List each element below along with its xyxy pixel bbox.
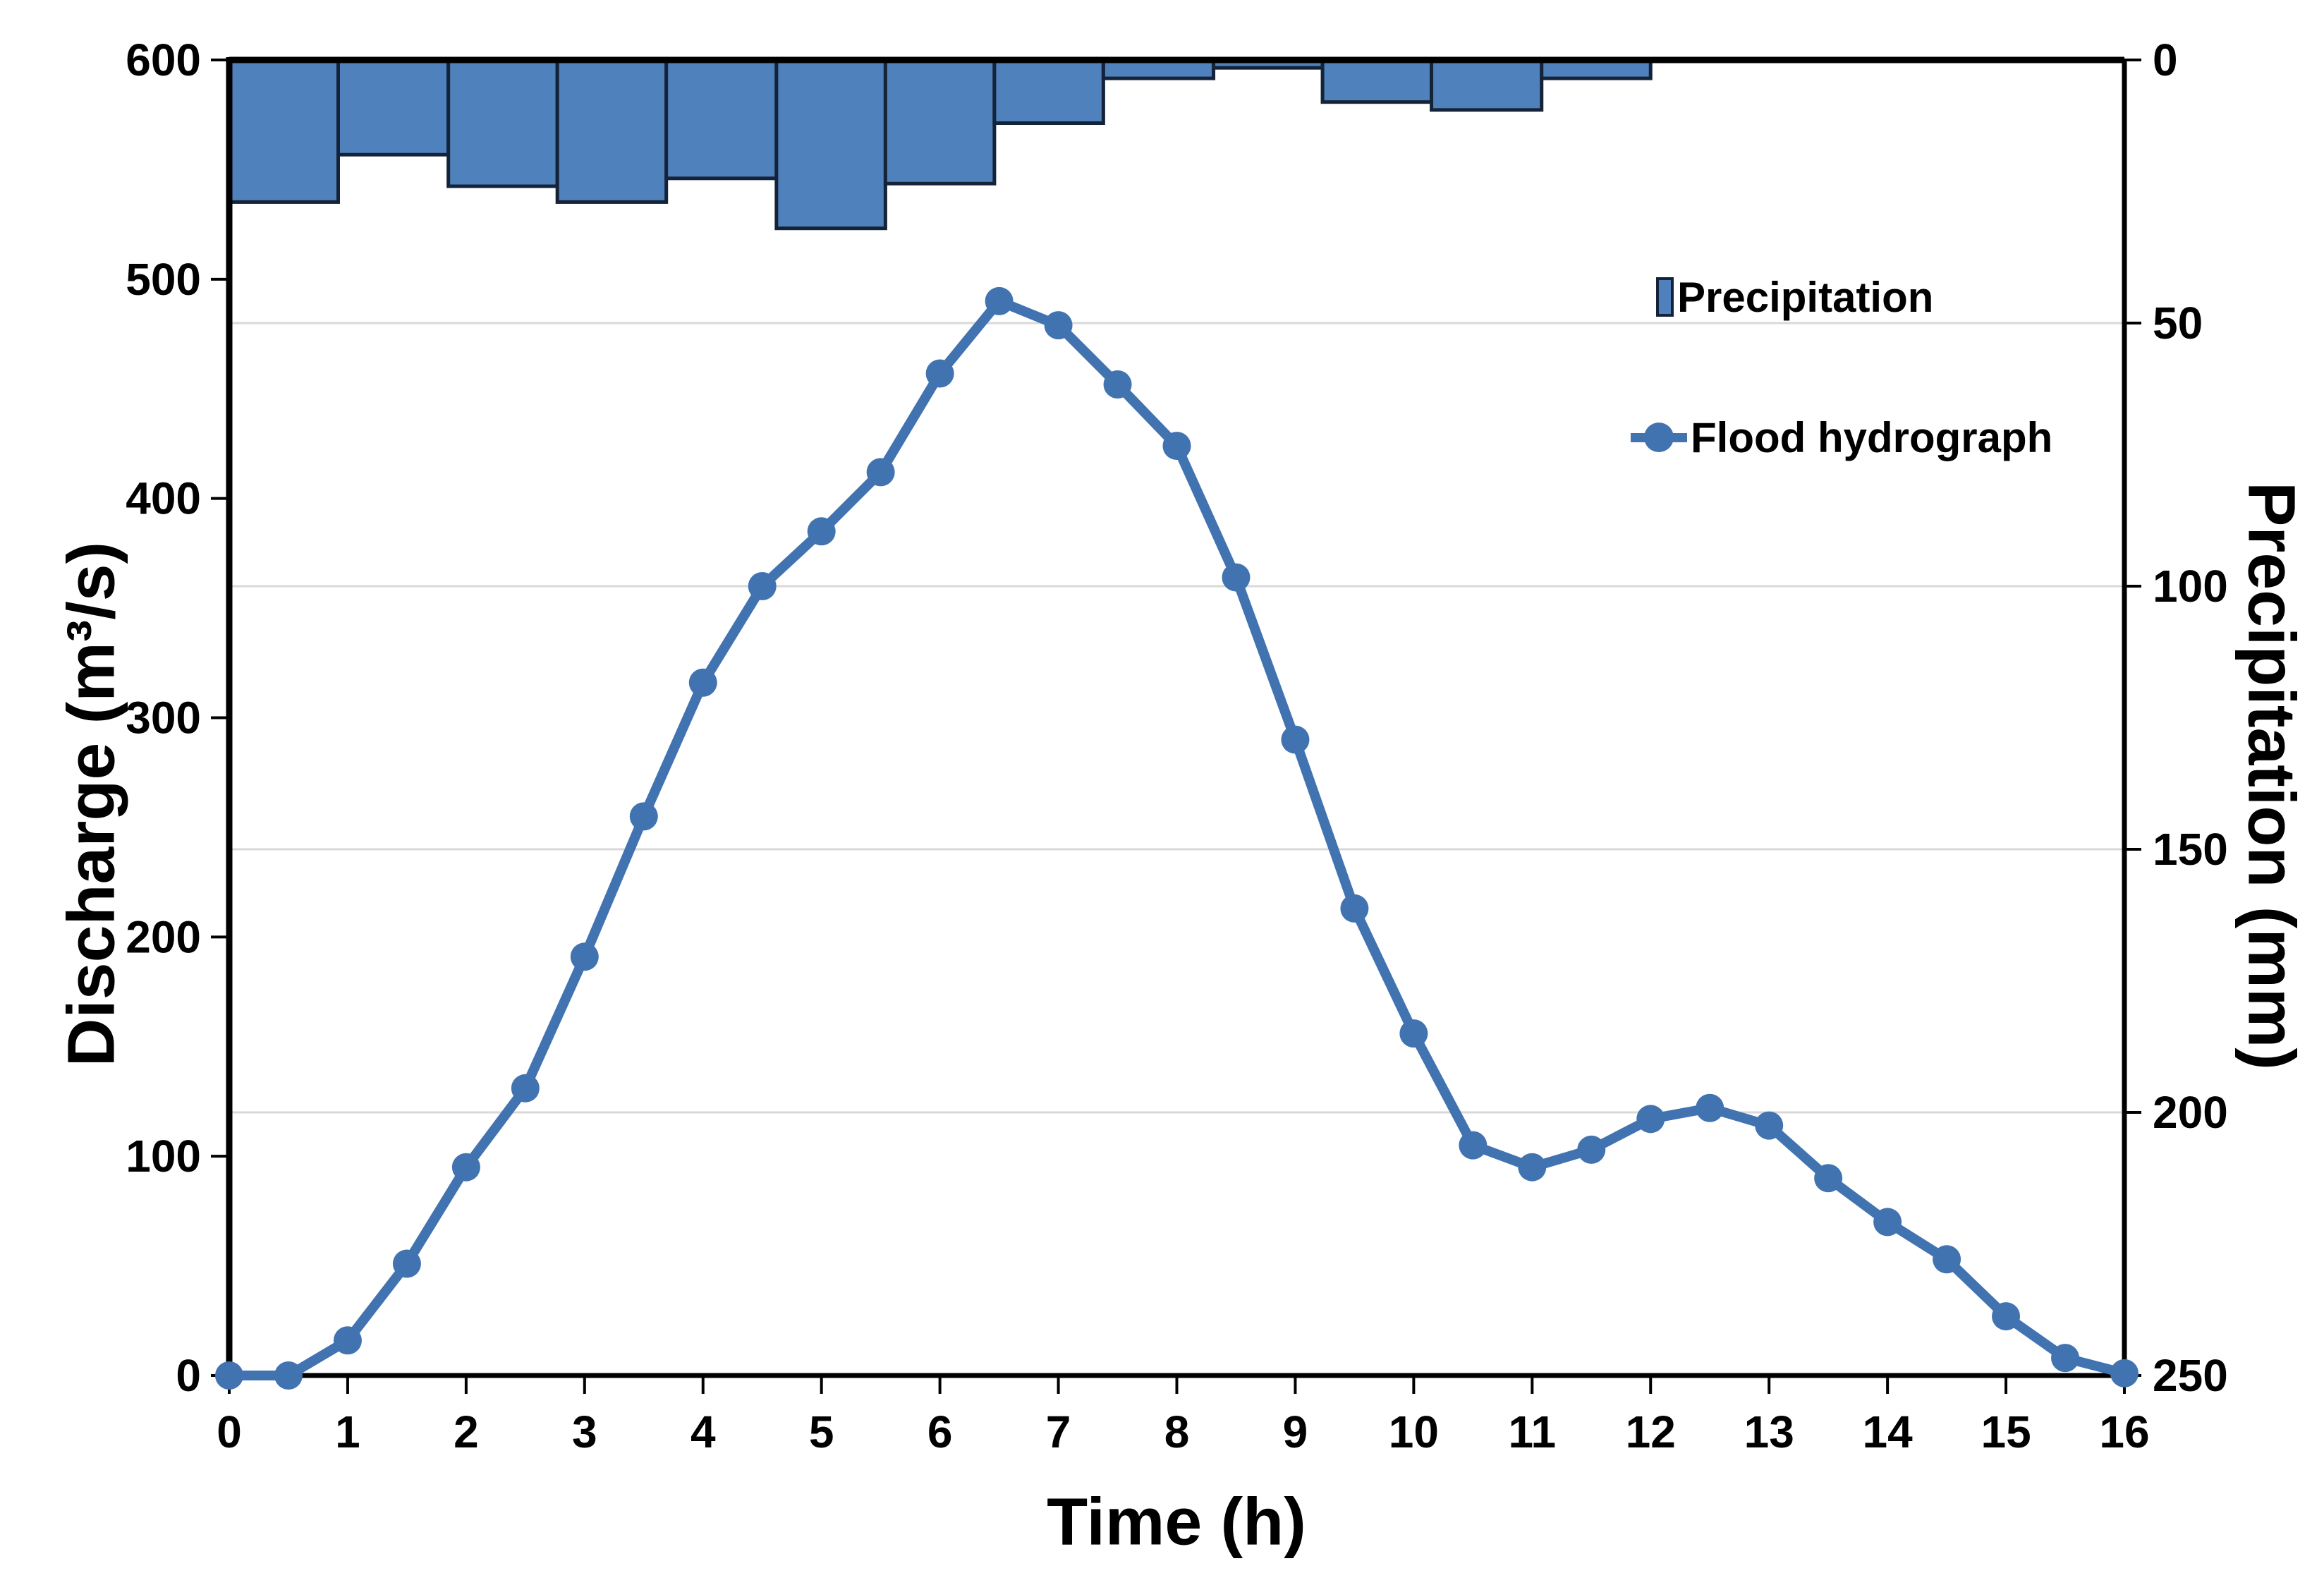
hydrograph-point bbox=[1518, 1153, 1547, 1182]
left-axis-tick-label: 100 bbox=[126, 1131, 201, 1182]
left-axis-tick-label: 600 bbox=[126, 35, 201, 85]
hydrograph-point bbox=[1636, 1105, 1665, 1134]
precipitation-bar-swatch-icon bbox=[1656, 277, 1674, 317]
right-axis-tick-label: 250 bbox=[2153, 1350, 2228, 1401]
bottom-axis-tick-labels: 0 1 2 3 4 5 6 7 8 9 10 11 12 13 14 15 16 bbox=[217, 1407, 2149, 1457]
flood-hydrograph-points bbox=[215, 286, 2139, 1390]
x-axis-tick-label: 8 bbox=[1164, 1407, 1190, 1457]
left-axis-tick-label: 500 bbox=[126, 254, 201, 305]
legend-label-flood-hydrograph: Flood hydrograph bbox=[1691, 413, 2053, 461]
hydrograph-point bbox=[511, 1074, 540, 1103]
hydrograph-point bbox=[2051, 1344, 2080, 1373]
hydrograph-point bbox=[215, 1361, 243, 1390]
hydrograph-point bbox=[1281, 725, 1310, 754]
x-axis-title: Time (h) bbox=[1047, 1484, 1306, 1560]
hydrograph-point bbox=[1577, 1135, 1606, 1164]
hydrograph-point bbox=[748, 572, 777, 600]
x-axis-tick-label: 11 bbox=[1508, 1407, 1556, 1457]
x-axis-tick-label: 1 bbox=[335, 1407, 360, 1457]
precipitation-bar bbox=[446, 58, 559, 188]
precipitation-bar bbox=[664, 58, 779, 181]
precipitation-bar bbox=[1320, 58, 1434, 104]
legend-item-flood-hydrograph: Flood hydrograph bbox=[1631, 413, 2053, 461]
hydrograph-point bbox=[1162, 432, 1191, 461]
left-axis-title: Discharge (m³/s) bbox=[54, 541, 129, 1067]
x-axis-tick-label: 15 bbox=[1981, 1407, 2031, 1457]
right-axis-tick-label: 50 bbox=[2153, 298, 2203, 348]
x-axis-tick-label: 12 bbox=[1626, 1407, 1676, 1457]
hydrograph-point bbox=[1933, 1245, 1961, 1274]
hydrograph-marker-dot-icon bbox=[1644, 423, 1674, 452]
hydrograph-point bbox=[333, 1326, 362, 1355]
hydrograph-point bbox=[1992, 1302, 2021, 1331]
x-axis-tick-label: 10 bbox=[1389, 1407, 1439, 1457]
right-axis-tick-label: 100 bbox=[2153, 561, 2228, 612]
hydrograph-point bbox=[1459, 1131, 1488, 1160]
right-axis-tick-label: 200 bbox=[2153, 1087, 2228, 1138]
left-axis-tick-labels: 0 100 200 300 400 500 600 bbox=[126, 35, 201, 1401]
x-axis-tick-label: 16 bbox=[2099, 1407, 2149, 1457]
left-axis-tick-label: 300 bbox=[126, 693, 201, 743]
left-axis-tick-label: 200 bbox=[126, 911, 201, 962]
hydrograph-point bbox=[629, 802, 658, 831]
hydrograph-line-marker-swatch-icon bbox=[1631, 423, 1687, 452]
hydrograph-point bbox=[925, 359, 954, 388]
x-axis-tick-label: 13 bbox=[1744, 1407, 1794, 1457]
precipitation-bar bbox=[992, 58, 1105, 126]
hydrograph-point bbox=[1222, 563, 1251, 592]
hydrograph-point bbox=[1103, 370, 1132, 399]
hydrograph-point bbox=[807, 517, 836, 546]
x-axis-tick-label: 4 bbox=[690, 1407, 716, 1457]
x-axis-tick-label: 0 bbox=[217, 1407, 242, 1457]
hydrograph-point bbox=[1340, 894, 1369, 923]
hydrograph-point bbox=[688, 668, 717, 697]
precipitation-bars bbox=[227, 58, 1653, 231]
right-axis-title: Precipitation (mm) bbox=[2234, 482, 2309, 1070]
legend-item-precipitation: Precipitation bbox=[1656, 274, 1933, 321]
hydrograph-point bbox=[392, 1249, 421, 1278]
hydrograph-point bbox=[1696, 1093, 1724, 1122]
legend-label-precipitation: Precipitation bbox=[1677, 273, 1934, 321]
hydrograph-point bbox=[1814, 1164, 1843, 1193]
right-axis-tick-labels: 0 50 100 150 200 250 bbox=[2153, 35, 2228, 1401]
hydrograph-point bbox=[985, 286, 1014, 315]
hydrograph-point bbox=[1873, 1208, 1902, 1237]
axis-ticks bbox=[211, 59, 2141, 1394]
x-axis-tick-label: 2 bbox=[454, 1407, 479, 1457]
precipitation-bar bbox=[883, 58, 997, 186]
x-axis-tick-label: 5 bbox=[809, 1407, 834, 1457]
hydrograph-point bbox=[451, 1153, 480, 1182]
hydrograph-point bbox=[570, 942, 599, 971]
x-axis-tick-label: 14 bbox=[1863, 1407, 1914, 1457]
precipitation-bar bbox=[336, 58, 451, 157]
gridlines bbox=[229, 322, 2124, 1114]
right-axis-tick-label: 0 bbox=[2153, 35, 2178, 85]
right-axis-tick-label: 150 bbox=[2153, 824, 2228, 875]
hydrograph-point bbox=[1399, 1019, 1428, 1048]
flood-hydrograph-line bbox=[224, 296, 2129, 1380]
precipitation-bar bbox=[227, 58, 341, 204]
precipitation-bar bbox=[555, 58, 669, 204]
precipitation-bar bbox=[1430, 58, 1544, 112]
left-axis-tick-label: 400 bbox=[126, 473, 201, 524]
x-axis-tick-label: 9 bbox=[1283, 1407, 1308, 1457]
precipitation-bar bbox=[774, 58, 887, 231]
hydrograph-point bbox=[1044, 311, 1073, 340]
x-axis-tick-label: 3 bbox=[572, 1407, 597, 1457]
hydrograph-point bbox=[274, 1361, 303, 1390]
hydrograph-point bbox=[866, 458, 895, 487]
left-axis-tick-label: 0 bbox=[176, 1350, 201, 1401]
hydrograph-point bbox=[2110, 1359, 2139, 1387]
x-axis-tick-label: 7 bbox=[1046, 1407, 1071, 1457]
x-axis-tick-label: 6 bbox=[927, 1407, 953, 1457]
hydrograph-point bbox=[1755, 1111, 1784, 1140]
